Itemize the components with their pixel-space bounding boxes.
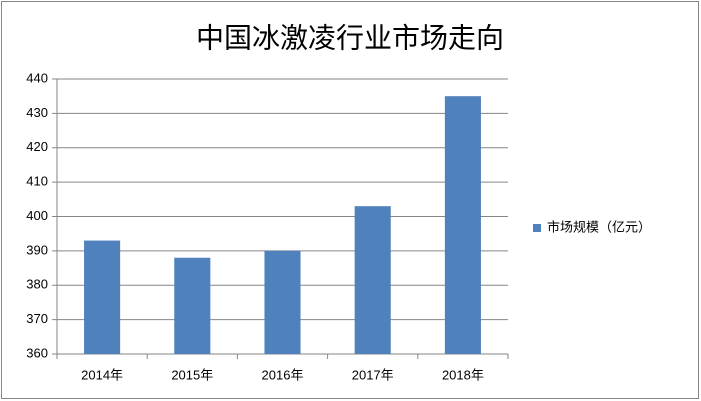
bar [444, 96, 481, 354]
bar [174, 257, 211, 354]
x-tick-label: 2015年 [171, 367, 213, 382]
y-tick-label: 420 [26, 139, 48, 154]
legend-label: 市场规模（亿元） [547, 219, 651, 234]
y-tick-label: 430 [26, 105, 48, 120]
legend-swatch [533, 224, 541, 232]
chart-title: 中国冰激凌行业市场走向 [196, 22, 504, 53]
bar [264, 250, 301, 354]
y-tick-label: 400 [26, 208, 48, 223]
x-tick-label: 2018年 [442, 367, 484, 382]
bar [84, 240, 121, 354]
y-tick-label: 360 [26, 345, 48, 360]
y-tick-label: 380 [26, 277, 48, 292]
bar [354, 206, 391, 354]
x-tick-label: 2016年 [262, 367, 304, 382]
x-tick-label: 2014年 [81, 367, 123, 382]
y-tick-label: 440 [26, 70, 48, 85]
y-tick-label: 390 [26, 242, 48, 257]
y-tick-label: 370 [26, 311, 48, 326]
y-tick-label: 410 [26, 174, 48, 189]
x-tick-label: 2017年 [352, 367, 394, 382]
